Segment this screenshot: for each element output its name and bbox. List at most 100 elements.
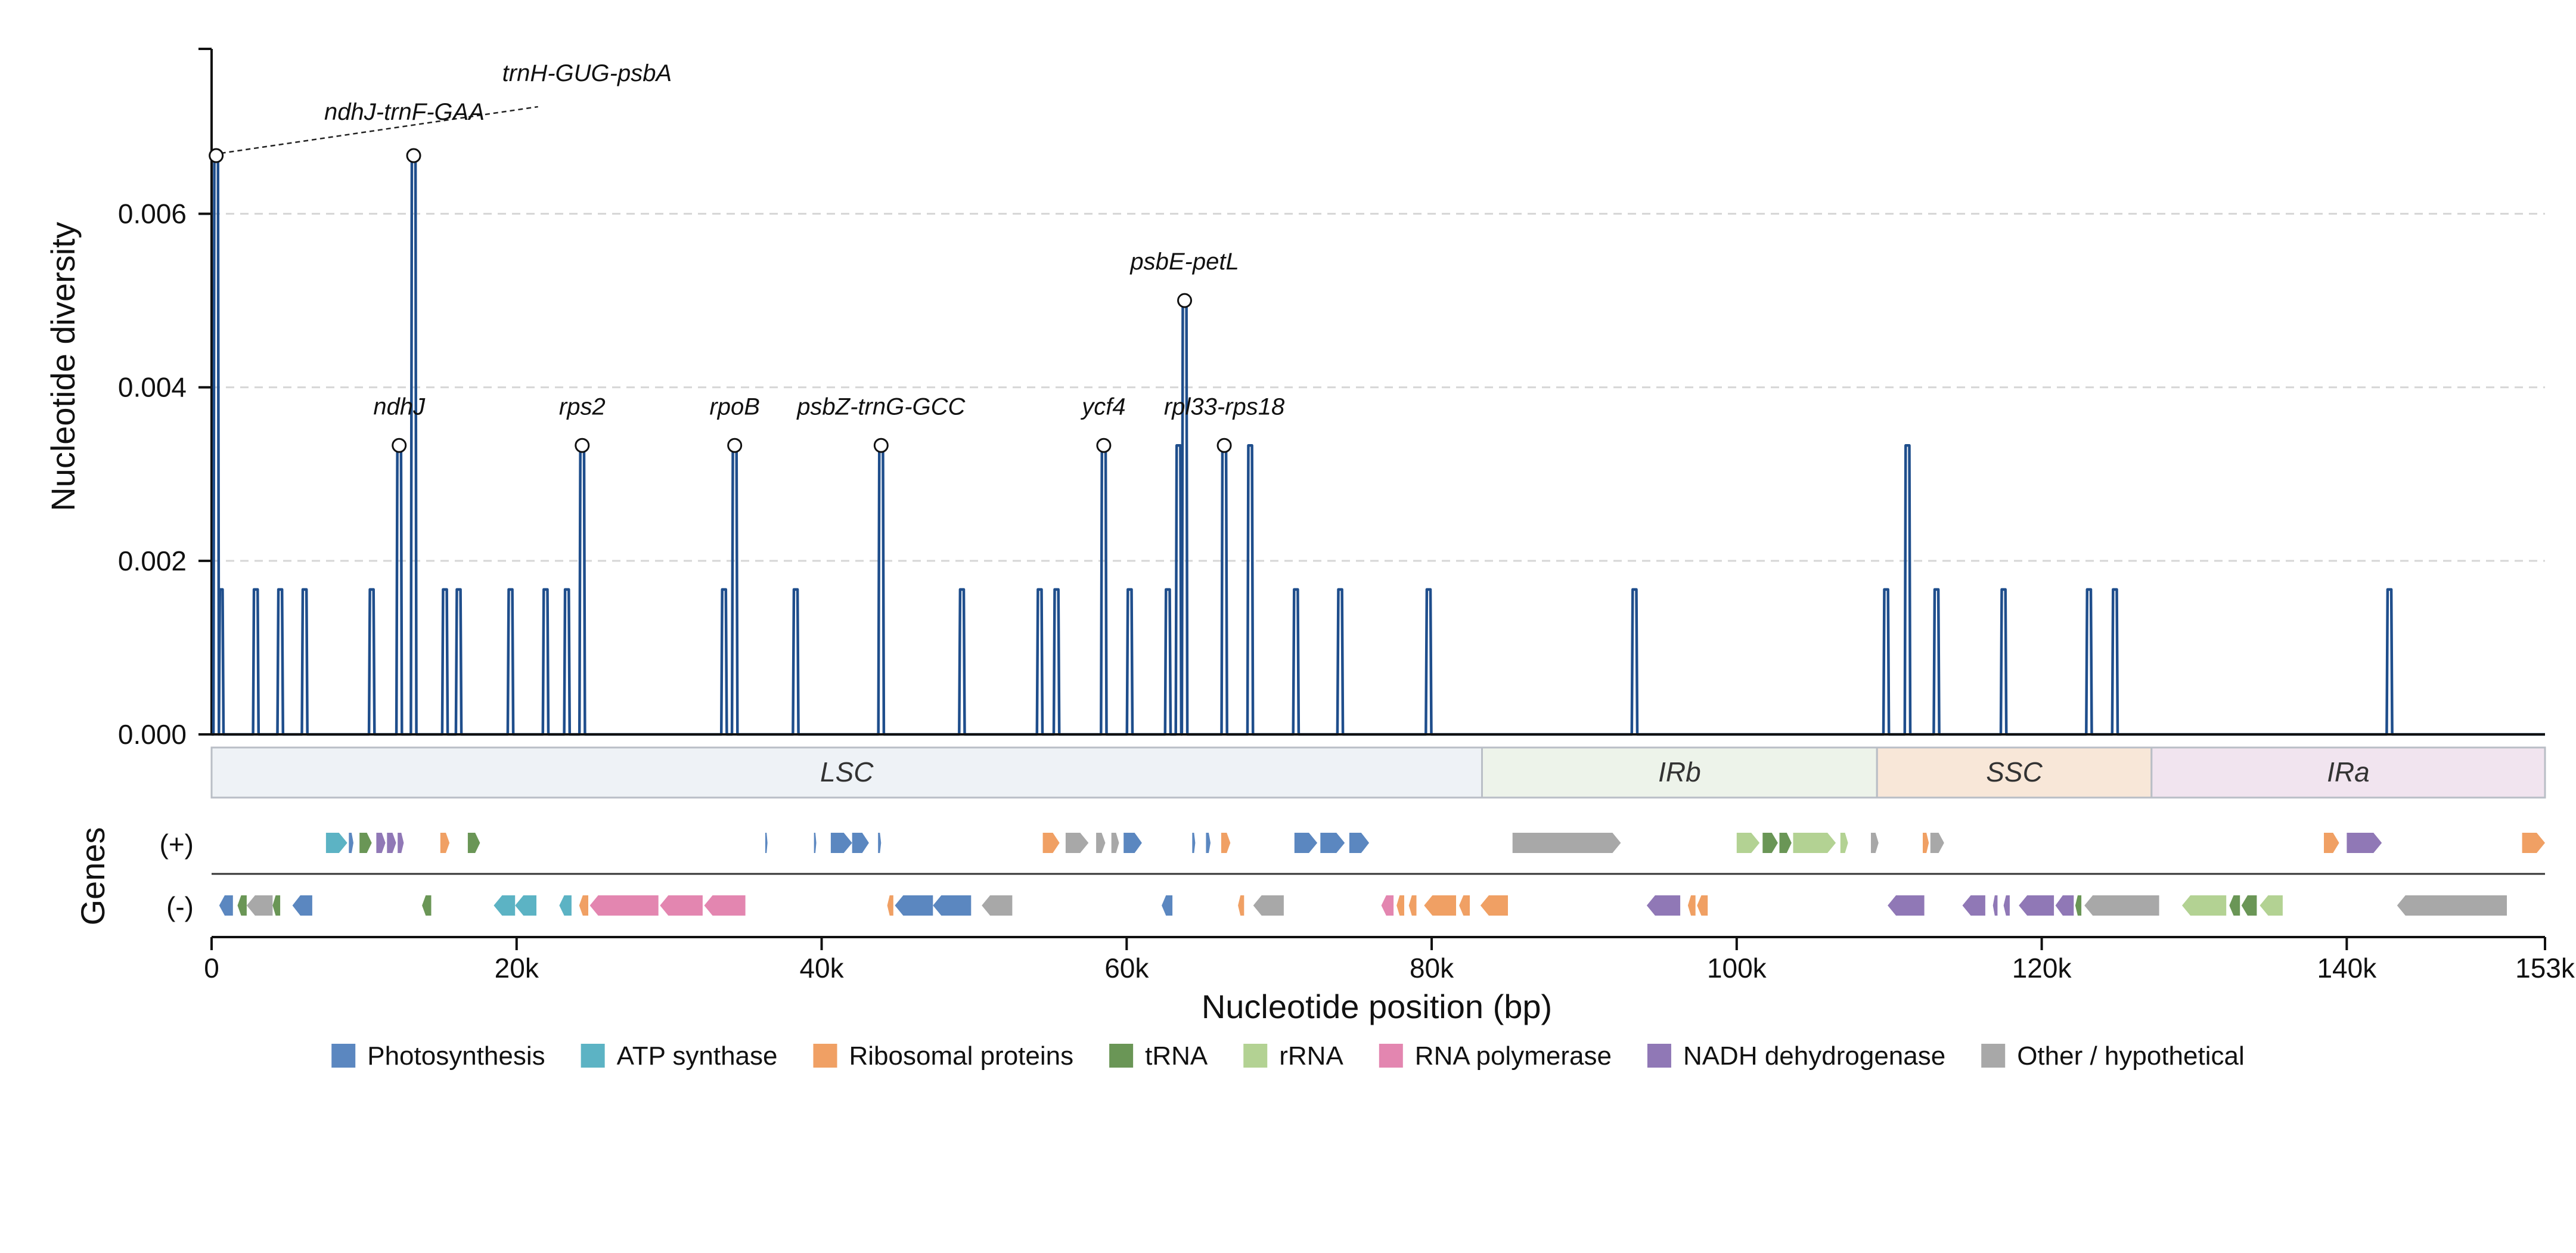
gene-other	[1096, 833, 1106, 853]
gene-photo	[814, 833, 817, 853]
gene-atp	[559, 895, 572, 916]
gene-other	[1871, 833, 1879, 853]
gene-rrna	[1793, 833, 1836, 853]
gene-ndh	[2003, 895, 2010, 916]
gene-atp	[515, 895, 536, 916]
legend: Photosynthesis ATP synthase Ribosomal prot…	[331, 1041, 2245, 1071]
gene-ndh	[387, 833, 396, 853]
y-axis-ticks: 0.000 0.002 0.004 0.006	[118, 199, 212, 750]
gene-other	[1111, 833, 1119, 853]
legend-swatch-ndh	[1647, 1044, 1671, 1068]
genes-label: Genes	[74, 827, 111, 926]
genes-minus-strand	[219, 895, 2507, 916]
gene-photo	[1294, 833, 1318, 853]
gene-photo	[933, 895, 972, 916]
gene-ribo	[1923, 833, 1929, 853]
gene-ndh	[2347, 833, 2382, 853]
gene-trna	[237, 895, 247, 916]
legend-swatch-photo	[331, 1044, 356, 1068]
gene-ndh	[2019, 895, 2054, 916]
legend-swatch-rnapol	[1379, 1044, 1403, 1068]
x-axis-ticks: 0 20k 40k 60k 80k 100k 120k 140k 153k	[204, 937, 2575, 984]
peak-marker	[1216, 438, 1232, 453]
peak-label: ndhJ-trnF-GAA	[324, 99, 485, 125]
strand-plus-label: (+)	[160, 829, 194, 860]
gene-ndh	[1646, 895, 1681, 916]
peak-label: psbE-petL	[1129, 249, 1239, 275]
peak-label: rpl33-rps18	[1164, 393, 1285, 420]
gene-photo	[878, 833, 882, 853]
gene-rrna	[2182, 895, 2227, 916]
region-ira	[2150, 746, 2546, 799]
gene-photo	[1162, 895, 1173, 916]
gene-trna	[467, 833, 480, 853]
gene-photo	[292, 895, 312, 916]
gene-trna	[359, 833, 372, 853]
x-tick-label: 40k	[799, 953, 844, 984]
x-tick-label: 0	[204, 953, 219, 984]
gene-ribo	[2324, 833, 2339, 853]
y-tick-label: 0.006	[118, 199, 187, 229]
y-tick-label: 0.002	[118, 545, 187, 576]
strand-minus-label: (-)	[166, 891, 194, 922]
gene-ribo	[579, 895, 588, 916]
gene-trna	[1779, 833, 1792, 853]
gene-ndh	[1992, 895, 1998, 916]
diversity-line	[212, 154, 2545, 736]
gene-photo	[1320, 833, 1345, 853]
legend-label: tRNA	[1145, 1041, 1208, 1071]
gene-ndh	[376, 833, 386, 853]
legend-label: Other / hypothetical	[2017, 1041, 2245, 1071]
gene-atp	[494, 895, 516, 916]
gene-ndh	[398, 833, 404, 853]
peak-marker	[873, 438, 889, 453]
legend-swatch-other	[1981, 1044, 2006, 1068]
gene-photo	[1349, 833, 1370, 853]
gene-other	[1930, 833, 1944, 853]
legend-label: ATP synthase	[617, 1041, 778, 1071]
gene-atp	[325, 833, 347, 853]
peak-marker	[406, 148, 421, 163]
annotation-leader	[221, 106, 538, 154]
gene-rnapol	[1381, 895, 1394, 916]
peak-label: ycf4	[1080, 393, 1125, 420]
gene-rnapol	[660, 895, 703, 916]
legend-swatch-rrna	[1243, 1044, 1268, 1068]
y-axis-label: Nucleotide diversity	[44, 222, 82, 511]
gene-other	[2084, 895, 2159, 916]
peak-marker	[392, 438, 407, 453]
genes-plus-strand	[325, 833, 2545, 853]
gene-other	[1253, 895, 1284, 916]
gene-other	[246, 895, 273, 916]
legend-label: NADH dehydrogenase	[1683, 1041, 1945, 1071]
region-label: LSC	[820, 756, 874, 787]
gene-trna	[272, 895, 281, 916]
gene-trna	[422, 895, 432, 916]
gene-photo	[349, 833, 353, 853]
gene-rnapol	[704, 895, 746, 916]
gene-photo	[1206, 833, 1211, 853]
y-tick-label: 0.004	[118, 372, 187, 403]
peak-marker	[575, 438, 590, 453]
gene-photo	[765, 833, 768, 853]
gene-trna	[2075, 895, 2082, 916]
gene-ribo	[1238, 895, 1244, 916]
gene-photo	[1123, 833, 1142, 853]
peak-label: ndhJ	[373, 393, 426, 420]
x-tick-label: 80k	[1410, 953, 1454, 984]
gene-other	[2397, 895, 2507, 916]
peak-label: trnH-GUG-psbA	[502, 60, 672, 86]
gene-ribo	[1459, 895, 1470, 916]
gene-ribo	[1408, 895, 1417, 916]
grid-lines	[212, 213, 2545, 562]
gene-photo	[830, 833, 852, 853]
peak-annotations: trnH-GUG-psbA ndhJ-trnF-GAA ndhJ rps2 rpoB ps…	[209, 60, 1285, 453]
gene-rnapol	[589, 895, 659, 916]
gene-trna	[2229, 895, 2240, 916]
region-label: SSC	[1986, 756, 2043, 787]
legend-label: rRNA	[1279, 1041, 1343, 1071]
gene-photo	[852, 833, 869, 853]
legend-label: RNA polymerase	[1415, 1041, 1612, 1071]
region-label: IRb	[1658, 756, 1701, 787]
peak-marker	[209, 148, 224, 163]
